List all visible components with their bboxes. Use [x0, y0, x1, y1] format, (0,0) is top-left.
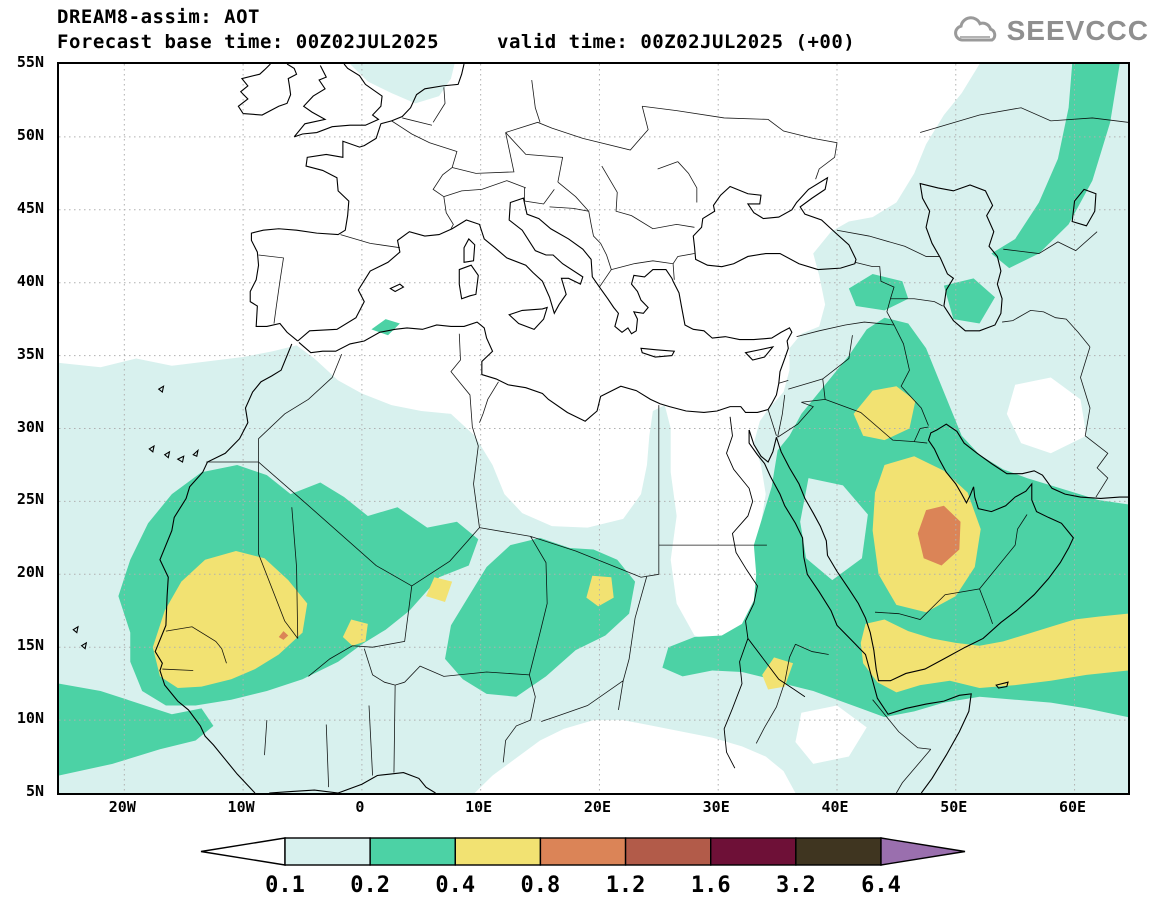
- valid-time: valid time: 00Z02JUL2025 (+00): [497, 31, 856, 53]
- colorbar-segment: [795, 837, 882, 866]
- lon-tick-label: 60E: [1059, 798, 1087, 816]
- lat-tick-label: 10N: [16, 709, 44, 728]
- lat-tick-label: 45N: [16, 198, 44, 217]
- coastline-caspian-sea: [920, 184, 1002, 331]
- colorbar-tick-label: 0.2: [350, 873, 390, 898]
- lon-tick-label: 10W: [227, 798, 255, 816]
- colorbar-tick-label: 1.6: [691, 873, 731, 898]
- lat-tick-label: 40N: [16, 271, 44, 290]
- lon-tick-label: 0: [355, 798, 365, 816]
- lat-tick-label: 15N: [16, 636, 44, 655]
- coastline-britain: [294, 64, 382, 137]
- islands-atlantic-socotra: [73, 386, 1008, 688]
- colorbar-tick-label: 6.4: [861, 873, 901, 898]
- aot-region-0p2-westmed-spot: [371, 319, 400, 336]
- coastline-ireland: [238, 64, 296, 115]
- colorbar-segment: [539, 837, 627, 866]
- colorbar-segment: [710, 837, 797, 866]
- colorbar-tick-label: 3.2: [776, 873, 816, 898]
- coastline-west-africa: [155, 344, 435, 793]
- plot-title: DREAM8-assim: AOT: [57, 6, 260, 28]
- colorbar-tick-label: 0.1: [265, 873, 305, 898]
- aot-region-0p4-spot-air: [426, 577, 453, 603]
- colorbar-arrow-above: [880, 837, 966, 866]
- lat-tick-label: 50N: [16, 125, 44, 144]
- aot-region-0p2-chad: [445, 537, 636, 697]
- colorbar: 0.1 0.2 0.4 0.8 1.2 1.6 3.2 6.4: [198, 836, 968, 902]
- lat-tick-label: 35N: [16, 344, 44, 363]
- coastline-aral-sea: [1072, 189, 1096, 225]
- lon-tick-label: 10E: [465, 798, 493, 816]
- coastline-black-sea: [693, 178, 856, 270]
- coastline-redsea-horn-africa: [749, 430, 971, 793]
- lat-tick-label: 55N: [16, 53, 44, 71]
- colorbar-segment: [454, 837, 542, 866]
- coastline-sinai: [749, 430, 776, 462]
- lon-tick-label: 50E: [940, 798, 968, 816]
- colorbar-tick-label: 0.8: [521, 873, 561, 898]
- longitude-axis: 20W 10W 0 10E 20E 30E 40E 50E 60E: [57, 798, 1130, 818]
- coastline-mediterranean: [298, 198, 792, 421]
- aot-region-0p4-west-africa: [152, 550, 308, 689]
- coastline-arabia-gulf-iran: [776, 424, 1128, 681]
- plot-subtitle: Forecast base time: 00Z02JUL2025 valid ti…: [57, 31, 855, 53]
- colorbar-segment: [624, 837, 712, 866]
- lat-tick-label: 5N: [25, 782, 44, 800]
- aot-region-0p4-iraq: [853, 386, 916, 441]
- lat-tick-label: 20N: [16, 563, 44, 582]
- gridlines: [59, 64, 1128, 793]
- lat-tick-label: 25N: [16, 490, 44, 509]
- country-borders: [162, 80, 1128, 793]
- aot-region-0p2-atlantic-band: [59, 683, 214, 776]
- aot-region-0p1-arabia-pocket: [800, 478, 868, 581]
- nile-river: [724, 417, 805, 768]
- lat-tick-label: 30N: [16, 417, 44, 436]
- aot-region-0p2-caucasus: [848, 273, 909, 311]
- colorbar-arrow-below: [200, 837, 286, 866]
- latitude-axis: 55N 50N 45N 40N 35N 30N 25N 20N 15N 10N 5N: [0, 53, 52, 800]
- aot-region-0p8-saudi-peak: [917, 505, 961, 566]
- colorbar-tick-label: 1.2: [606, 873, 646, 898]
- colorbar-segment: [369, 837, 456, 866]
- lon-tick-label: 30E: [702, 798, 730, 816]
- aot-region-0p4-spot-sudan: [762, 657, 794, 690]
- aot-region-0p1-northsea: [350, 64, 455, 104]
- map: [57, 62, 1130, 795]
- forecast-base-time: Forecast base time: 00Z02JUL2025: [57, 31, 440, 53]
- colorbar-tick-label: 0.4: [435, 873, 475, 898]
- lon-tick-label: 40E: [821, 798, 849, 816]
- aot-region-0p8-senegal-speck: [278, 631, 289, 640]
- coastline-atlantic-europe: [250, 64, 464, 341]
- lon-tick-label: 20E: [583, 798, 611, 816]
- islands-mediterranean: [390, 239, 772, 360]
- map-canvas: [59, 64, 1128, 793]
- aot-region-0p2-caspian-south: [943, 278, 995, 324]
- colorbar-segment: [284, 837, 371, 866]
- aot-field: [59, 64, 1128, 793]
- aot-region-0p4-spot-chad: [586, 575, 614, 607]
- logo-text: SEEVCCC: [1006, 15, 1149, 46]
- cloud-icon: [953, 16, 996, 42]
- lon-tick-label: 20W: [108, 798, 136, 816]
- seevccc-logo: SEEVCCC: [950, 14, 1149, 48]
- colorbar-canvas: 0.1 0.2 0.4 0.8 1.2 1.6 3.2 6.4: [200, 837, 966, 898]
- map-lines: [73, 64, 1128, 793]
- aot-region-0p2-northeast-band: [991, 64, 1120, 269]
- aot-region-0p4-yemen-arabiansea: [860, 613, 1128, 693]
